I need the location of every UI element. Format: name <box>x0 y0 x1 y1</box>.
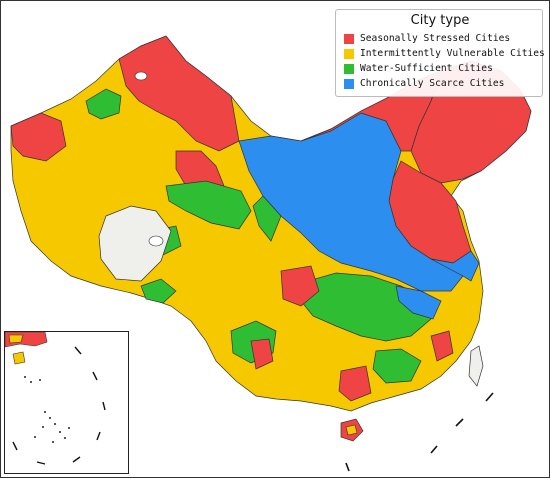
inset-islands <box>24 376 70 443</box>
legend-title: City type <box>410 13 470 28</box>
legend-swatch <box>344 48 354 59</box>
legend-item-chronically-scarce: Chronically Scarce Cities <box>344 76 536 91</box>
region-green-north <box>252 195 282 242</box>
region-hainan-yellow <box>345 424 358 436</box>
region-no-data <box>98 205 172 282</box>
legend: City type Seasonally Stressed Cities Int… <box>335 9 545 97</box>
region-green-tibet <box>140 278 177 304</box>
inset-map <box>5 332 106 465</box>
legend-label: Seasonally Stressed Cities <box>360 33 511 44</box>
legend-label: Intermittently Vulnerable Cities <box>360 48 545 59</box>
region-north-blue2 <box>430 250 480 282</box>
inset-dash-line <box>12 346 106 465</box>
region-taiwan <box>468 345 484 387</box>
region-red-fujian <box>430 330 454 362</box>
legend-swatch <box>344 78 354 89</box>
region-green-nw <box>85 88 122 120</box>
inset-hainan <box>12 351 26 365</box>
region-blue-central <box>395 285 442 320</box>
lake-icon <box>134 71 148 81</box>
legend-label: Water-Sufficient Cities <box>360 63 493 74</box>
nine-dash-line <box>345 392 494 472</box>
south-china-sea-inset <box>4 331 129 474</box>
legend-item-water-sufficient: Water-Sufficient Cities <box>344 61 536 76</box>
lake-icon <box>148 235 164 247</box>
legend-label: Chronically Scarce Cities <box>360 78 505 89</box>
legend-item-seasonally-stressed: Seasonally Stressed Cities <box>344 31 536 46</box>
region-red-guangdong <box>338 365 372 402</box>
legend-swatch <box>344 33 354 44</box>
inset-coast-yellow <box>8 334 24 344</box>
legend-item-intermittently-vulnerable: Intermittently Vulnerable Cities <box>344 46 545 61</box>
region-green-south <box>372 348 422 384</box>
region-xinjiang-red <box>118 35 240 152</box>
region-red-sichuan <box>250 338 274 370</box>
region-green-gansu <box>165 180 252 230</box>
region-red-central <box>280 265 320 307</box>
region-xinjiang-red2 <box>10 112 67 162</box>
legend-swatch <box>344 63 354 74</box>
